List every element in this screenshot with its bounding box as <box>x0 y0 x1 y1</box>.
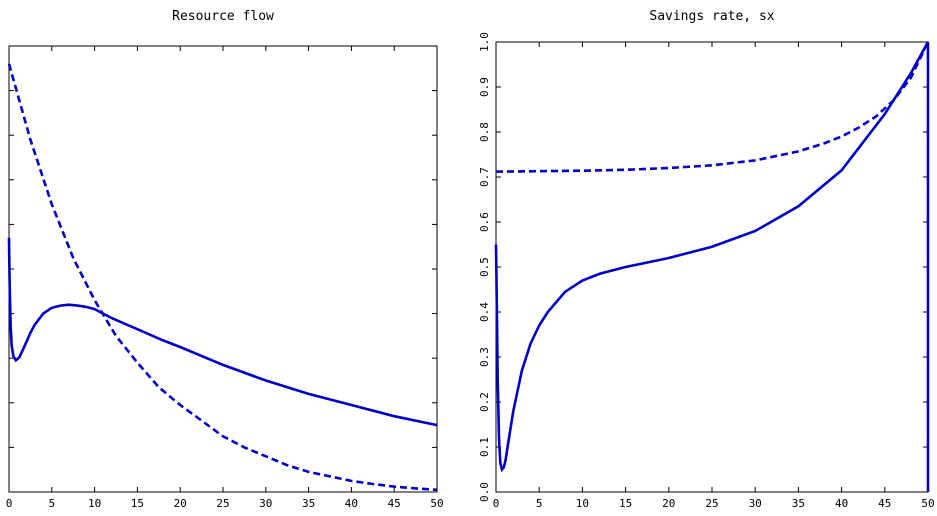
x-tick-label: 10 <box>88 497 101 510</box>
x-tick-label: 35 <box>792 497 805 510</box>
x-tick-label: 20 <box>174 497 187 510</box>
x-tick-label: 20 <box>662 497 675 510</box>
x-tick-label: 50 <box>430 497 443 510</box>
y-tick-label: 0.9 <box>478 77 491 97</box>
y-tick-label: 0.0 <box>478 482 491 502</box>
x-tick-label: 0 <box>6 497 13 510</box>
series-line-2 <box>7 63 438 492</box>
series-line-1 <box>7 237 438 427</box>
y-tick-label: 1.0 <box>478 32 491 52</box>
x-tick-label: 40 <box>835 497 848 510</box>
x-tick-label: 50 <box>921 497 934 510</box>
y-tick-label: 0.3 <box>478 347 491 367</box>
x-tick-label: 5 <box>48 497 55 510</box>
x-tick-label: 30 <box>259 497 272 510</box>
x-tick-label: 40 <box>345 497 358 510</box>
y-tick-label: 0.7 <box>478 167 491 187</box>
chart-panel-1: Resource flow 0 5 10 15 20 25 30 35 40 45 50 <box>6 9 444 510</box>
x-tick-label: 30 <box>749 497 762 510</box>
chart-title: Savings rate, sx <box>649 9 774 24</box>
series-line-1 <box>494 41 930 473</box>
y-tick-label: 0.8 <box>478 122 491 142</box>
y-tick-label: 0.6 <box>478 212 491 232</box>
y-tick-label: 0.2 <box>478 392 491 412</box>
chart-title: Resource flow <box>172 9 274 24</box>
x-tick-label: 25 <box>705 497 718 510</box>
x-tick-label: 45 <box>878 497 891 510</box>
x-tick-label: 35 <box>302 497 315 510</box>
y-tick-label: 0.5 <box>478 257 491 277</box>
x-tick-label: 25 <box>216 497 229 510</box>
plot-frame <box>495 41 929 493</box>
plot-frame <box>8 45 438 493</box>
chart-panel-2: Savings rate, sx 0 5 10 15 20 25 30 35 40 45 50 0.0 0… <box>478 9 935 510</box>
y-tick-label: 0.1 <box>478 437 491 457</box>
x-tick-label: 45 <box>388 497 401 510</box>
y-tick-label: 0.4 <box>478 302 491 322</box>
x-tick-label: 15 <box>619 497 632 510</box>
x-tick-label: 0 <box>493 497 500 510</box>
x-tick-label: 10 <box>576 497 589 510</box>
series-line-2 <box>495 41 930 173</box>
x-tick-label: 15 <box>131 497 144 510</box>
x-tick-label: 5 <box>536 497 543 510</box>
